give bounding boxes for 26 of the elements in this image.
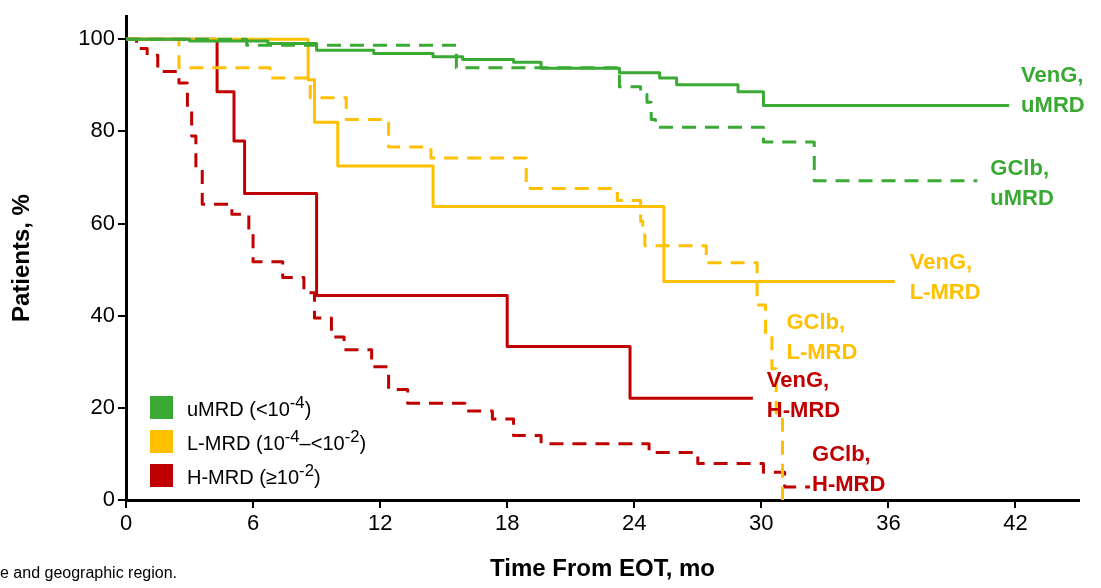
x-tick-label: 24: [622, 510, 647, 536]
x-tick-label: 12: [367, 510, 393, 536]
x-tick-label: 42: [1003, 510, 1028, 536]
y-axis-title: Patients, %: [7, 194, 35, 323]
y-tick-label: 20: [90, 393, 115, 419]
x-tick-label: 30: [749, 510, 774, 536]
y-tick-label: 80: [90, 117, 115, 143]
series-label: GClb, L-MRD: [786, 309, 858, 365]
x-tick-label: 6: [246, 510, 260, 536]
series-label: GClb, uMRD: [990, 154, 1054, 210]
annotation: uMRD (<10$^{-4}$): [187, 393, 312, 421]
y-tick-label: 40: [90, 301, 115, 327]
annotation: L-MRD (10$^{-4}$–<10$^{-2}$): [187, 427, 367, 455]
x-tick-label: 0: [119, 510, 133, 536]
x-tick-label: 18: [494, 510, 520, 536]
text: e and geographic region.: [0, 564, 178, 582]
x-axis-title: Time From EOT, mo: [490, 554, 715, 582]
y-tick-label: 60: [90, 209, 115, 235]
series-label: VenG, L-MRD: [909, 248, 981, 304]
x-tick-label: 36: [876, 510, 901, 536]
annotation: H-MRD (≥10$^{-2}$): [187, 461, 321, 489]
series-label: GClb, H-MRD: [812, 441, 886, 497]
y-tick-label: 100: [78, 25, 115, 51]
y-tick-label: 0: [102, 486, 115, 512]
series-label: VenG, uMRD: [1021, 61, 1085, 117]
series-label: VenG, H-MRD: [766, 367, 841, 423]
